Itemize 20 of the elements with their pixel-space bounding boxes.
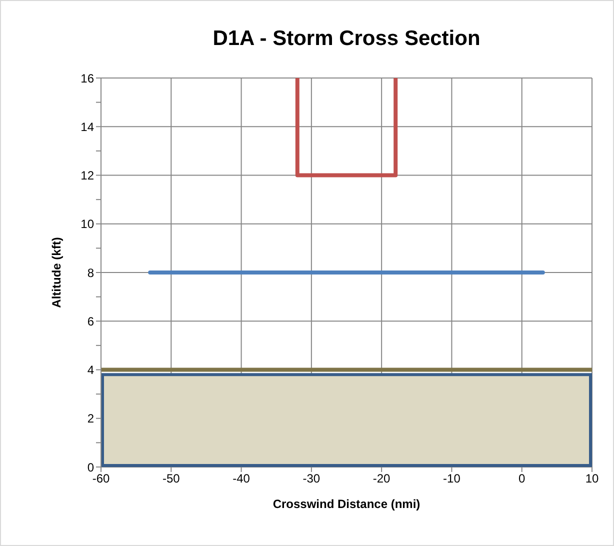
x-tick-label: -50 (162, 472, 180, 486)
x-tick-label: -30 (302, 472, 320, 486)
y-tick-label: 6 (87, 314, 94, 328)
y-tick-label: 12 (80, 168, 94, 183)
x-tick-label: -60 (92, 472, 110, 486)
x-tick-label: 10 (585, 472, 599, 486)
y-tick-label: 14 (80, 120, 94, 134)
x-tick-label: 0 (518, 472, 526, 486)
y-tick-label: 10 (80, 217, 94, 232)
y-tick-label: 8 (87, 266, 94, 280)
x-tick-label: -40 (232, 472, 250, 486)
y-tick-label: 2 (87, 412, 94, 426)
y-axis-title: Altitude (kft) (49, 237, 64, 308)
x-tick-label: -10 (443, 472, 461, 486)
y-tick-label: 4 (87, 363, 94, 378)
x-tick-label: -20 (372, 472, 391, 486)
y-tick-label: 16 (80, 71, 94, 86)
x-axis-title: Crosswind Distance (nmi) (272, 497, 420, 511)
y-tick-label: 0 (87, 460, 94, 474)
chart-title: D1A - Storm Cross Section (212, 27, 482, 51)
